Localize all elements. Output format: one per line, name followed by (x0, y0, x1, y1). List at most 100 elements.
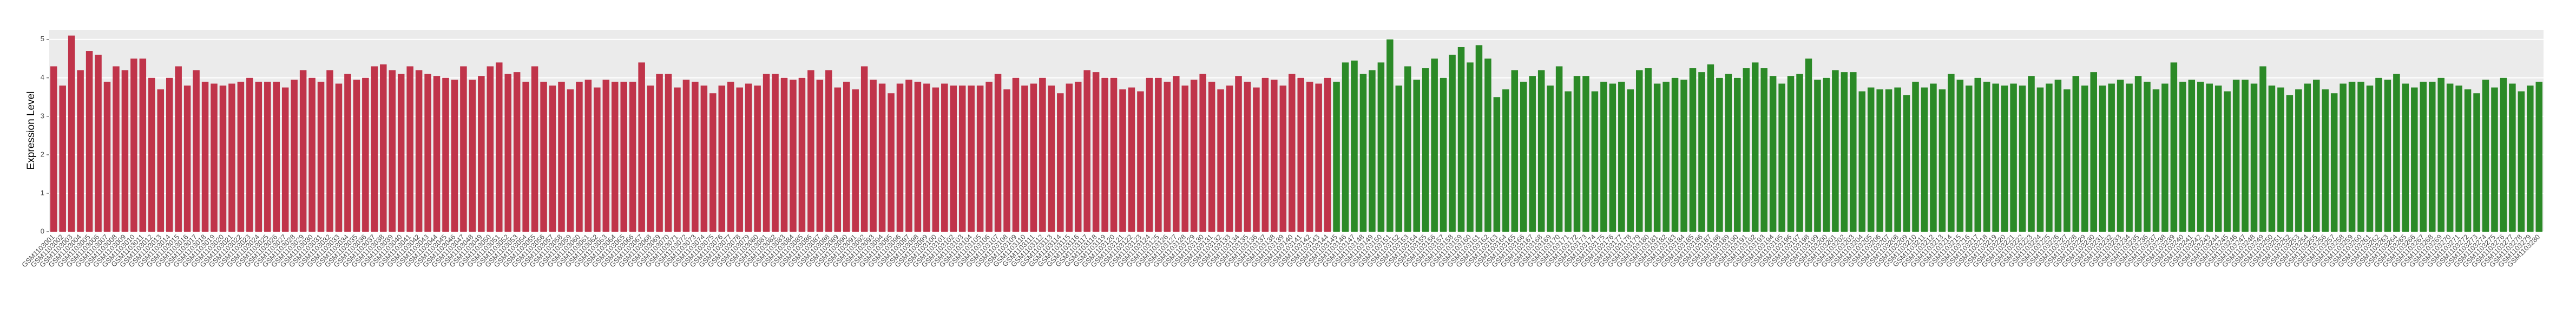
bar (211, 83, 218, 232)
bar (344, 74, 351, 232)
bar (1555, 66, 1563, 232)
bar (647, 86, 654, 232)
bar (522, 81, 529, 232)
bar (1217, 89, 1224, 232)
bar (1092, 72, 1100, 232)
bar (1796, 74, 1803, 232)
bar (2348, 81, 2356, 232)
bar (2535, 81, 2543, 232)
bar (1689, 68, 1697, 232)
bar (718, 86, 726, 232)
bar (843, 81, 850, 232)
bar (1787, 76, 1795, 232)
bar (1199, 74, 1206, 232)
bar (2126, 83, 2133, 232)
bar (469, 80, 476, 232)
bar (932, 87, 939, 232)
bar (50, 66, 57, 232)
bar (1653, 83, 1661, 232)
bar (1003, 89, 1010, 232)
bar (2518, 91, 2525, 232)
bar (2446, 83, 2454, 232)
bar (1609, 83, 1616, 232)
bar (1573, 76, 1581, 232)
bar (219, 86, 227, 232)
bar (1039, 77, 1046, 232)
bar (1369, 70, 1376, 232)
bar (1520, 81, 1527, 232)
bar (1155, 77, 1162, 232)
bar (139, 58, 147, 232)
bar (1066, 83, 1073, 232)
bar (736, 87, 743, 232)
bar (2295, 89, 2302, 232)
bar (1751, 62, 1759, 232)
bar (2081, 86, 2088, 232)
bar (2090, 72, 2097, 232)
bar (113, 66, 120, 232)
bar (1351, 60, 1358, 232)
plot-background (49, 30, 2544, 232)
bar (2099, 86, 2106, 232)
bar (1930, 83, 1937, 232)
bar (1912, 81, 1919, 232)
bar (1475, 45, 1483, 232)
bar (700, 86, 708, 232)
bar (1048, 86, 1055, 232)
bar (2134, 76, 2142, 232)
bar (228, 83, 235, 232)
bar (299, 70, 307, 232)
bar (2312, 80, 2320, 232)
bar (2500, 77, 2507, 232)
bar (1012, 77, 1020, 232)
bar (1146, 77, 1153, 232)
bar (237, 81, 245, 232)
bar (825, 70, 832, 232)
y-tick-label: 5 (41, 35, 44, 43)
bar (852, 89, 859, 232)
bar (148, 77, 155, 232)
bar (629, 81, 636, 232)
bar (264, 81, 271, 232)
bar (1966, 86, 1973, 232)
bar (1164, 81, 1171, 232)
bar (1876, 89, 1883, 232)
bar (1315, 83, 1322, 232)
bar (246, 77, 253, 232)
bar (985, 81, 993, 232)
bar (103, 81, 111, 232)
bar (2384, 80, 2391, 232)
bar (59, 86, 66, 232)
bar (433, 76, 441, 232)
bar (2277, 87, 2284, 232)
y-tick-label: 0 (41, 227, 44, 235)
bar (2411, 87, 2418, 232)
bar (2437, 77, 2444, 232)
bar (2161, 83, 2168, 232)
bar (620, 81, 627, 232)
bar (183, 86, 191, 232)
bar (2250, 83, 2258, 232)
bar (763, 74, 770, 232)
bar (1431, 58, 1438, 232)
bar (380, 64, 387, 232)
bar (1582, 76, 1589, 232)
bar (424, 74, 431, 232)
bar (1030, 83, 1037, 232)
bar (1948, 74, 1955, 232)
bar (291, 80, 298, 232)
bar (2072, 76, 2080, 232)
bar (95, 55, 102, 232)
bar (2420, 81, 2427, 232)
bar (1814, 80, 1821, 232)
bar (1716, 77, 1723, 232)
bar (790, 80, 797, 232)
bar (976, 86, 984, 232)
bar (2170, 62, 2178, 232)
bar (1306, 81, 1313, 232)
bar (1805, 58, 1812, 232)
bar (121, 70, 129, 232)
bar (807, 70, 814, 232)
bar (2455, 86, 2462, 232)
